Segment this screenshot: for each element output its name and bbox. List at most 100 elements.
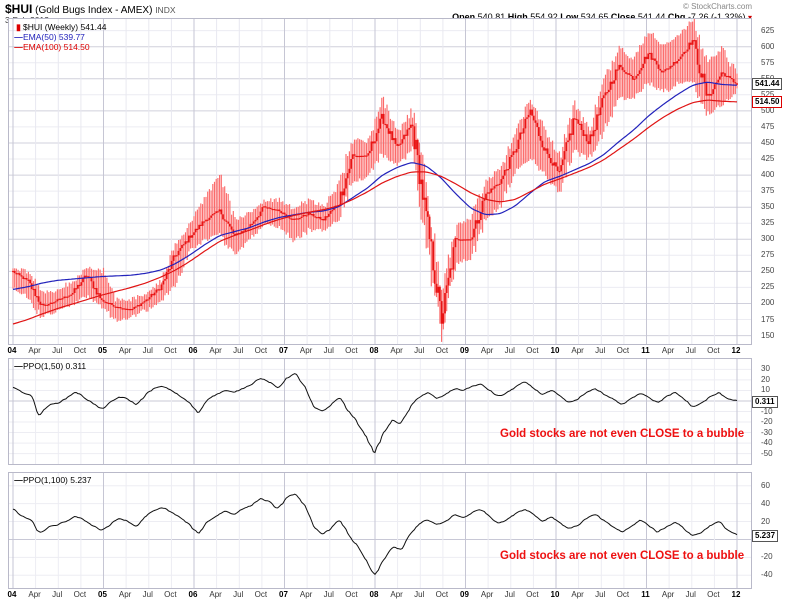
- y-tick-label: -20: [761, 552, 773, 562]
- x-tick-label: Jul: [323, 346, 334, 355]
- y-tick-label: 400: [761, 170, 775, 180]
- x-tick-label: 07: [279, 590, 288, 599]
- x-tick-label: Jul: [595, 346, 606, 355]
- x-tick-label: 05: [98, 346, 107, 355]
- x-tick-label: 04: [7, 346, 17, 355]
- x-tick-label: Apr: [390, 346, 403, 355]
- x-tick-label: Oct: [345, 590, 358, 599]
- y-tick-label: 150: [761, 330, 775, 340]
- open-value: 540.81: [477, 12, 506, 22]
- x-tick-label: 08: [369, 590, 379, 599]
- price-x-axis: 04 Apr Jul Oct 05 Apr Jul Oct 06 Apr Jul Oct 07 Apr Ju…: [8, 346, 752, 358]
- legend-price-text: $HUI (Weekly) 541.44: [23, 22, 107, 32]
- chg-label: Chg: [667, 12, 686, 22]
- chg-value: -7.26 (-1.32%): [687, 12, 746, 22]
- x-tick-label: Jul: [685, 346, 696, 355]
- x-tick-label: Apr: [299, 590, 313, 599]
- price-y-axis: 150 175 200 225 250 275 300 325 350 375 400 425 450 4…: [756, 18, 800, 345]
- x-tick-label: Apr: [209, 590, 222, 599]
- x-tick-label: 06: [188, 346, 198, 355]
- x-tick-label: Apr: [661, 590, 675, 599]
- low-label: Low: [560, 12, 579, 22]
- y-tick-label: 20: [761, 374, 770, 384]
- symbol-description: (Gold Bugs Index - AMEX): [35, 5, 153, 16]
- y-tick-label: 450: [761, 137, 775, 147]
- y-tick-label: 375: [761, 186, 775, 196]
- y-tick-label: 250: [761, 266, 775, 276]
- down-triangle-icon: ▾: [748, 13, 752, 22]
- y-tick-label: 200: [761, 298, 775, 308]
- y-tick-label: 475: [761, 121, 775, 131]
- ppo2-legend: —PPO(1,100) 5.237: [14, 475, 92, 485]
- y-tick-label: 300: [761, 234, 775, 244]
- ppo1-legend: —PPO(1,50) 0.311: [14, 361, 86, 371]
- ppo2-panel: [8, 472, 752, 589]
- ppo2-x-axis: 04 Apr Jul Oct 05 Apr Jul Oct 06 Apr Jul Oct 07 Apr Ju…: [8, 590, 752, 602]
- x-tick-label: Apr: [118, 590, 132, 599]
- annotation-ppo1: Gold stocks are not even CLOSE to a bubb…: [500, 428, 745, 440]
- x-tick-label: Jul: [142, 590, 153, 599]
- x-tick-label: Oct: [526, 590, 539, 599]
- symbol-index-tag: INDX: [155, 5, 176, 15]
- price-panel: [8, 18, 752, 345]
- x-tick-label: 11: [641, 590, 650, 599]
- x-tick-label: Oct: [254, 346, 268, 355]
- y-tick-label: -30: [761, 427, 773, 437]
- x-tick-label: Oct: [616, 590, 630, 599]
- y-tick-label: -40: [761, 438, 773, 448]
- y-tick-label: 225: [761, 282, 775, 292]
- x-tick-label: Oct: [73, 590, 87, 599]
- close-label: Close: [610, 12, 636, 22]
- y-tick-label: 275: [761, 250, 775, 260]
- ppo2-plot: [9, 473, 751, 588]
- x-tick-label: 09: [460, 590, 469, 599]
- price-legend: ▮ $HUI (Weekly) 541.44 —EMA(50) 539.77 —E…: [14, 22, 106, 52]
- y-tick-label: 10: [761, 385, 770, 395]
- x-tick-label: Oct: [707, 590, 720, 599]
- stockcharts-brand: © StockCharts.com: [682, 2, 752, 11]
- x-tick-label: Jul: [504, 346, 515, 355]
- ppo1-value-box: 0.311: [752, 395, 778, 408]
- x-tick-label: 07: [279, 346, 288, 355]
- x-tick-label: Oct: [526, 346, 539, 355]
- y-tick-label: 425: [761, 154, 775, 164]
- x-tick-label: Apr: [299, 346, 313, 355]
- y-tick-label: 625: [761, 25, 775, 35]
- x-tick-label: Apr: [118, 346, 132, 355]
- y-tick-label: -20: [761, 417, 773, 427]
- y-tick-label: 30: [761, 364, 770, 374]
- x-tick-label: 10: [550, 346, 560, 355]
- quote-bar: Open 540.81 High 554.92 Low 534.65 Close…: [452, 12, 752, 22]
- open-label: Open: [452, 12, 476, 22]
- x-tick-label: Jul: [685, 590, 696, 599]
- x-tick-label: Oct: [707, 346, 720, 355]
- legend-ppo1-text: PPO(1,50) 0.311: [23, 361, 87, 371]
- x-tick-label: Jul: [504, 590, 515, 599]
- x-tick-label: Jul: [233, 346, 244, 355]
- x-tick-label: Apr: [28, 346, 41, 355]
- x-tick-label: 11: [641, 346, 650, 355]
- ppo2-value-box: 5.237: [752, 529, 779, 542]
- low-value: 534.65: [580, 12, 609, 22]
- x-tick-label: Jul: [323, 590, 334, 599]
- x-tick-label: 04: [7, 590, 17, 599]
- y-tick-label: 525: [761, 89, 775, 99]
- x-tick-label: 09: [460, 346, 469, 355]
- high-label: High: [507, 12, 528, 22]
- x-tick-label: Jul: [142, 346, 153, 355]
- ppo1-y-axis: 3020100-10-20-30-40-50: [756, 358, 800, 465]
- y-tick-label: -40: [761, 570, 773, 580]
- legend-ppo2-text: PPO(1,100) 5.237: [23, 475, 92, 485]
- x-tick-label: Oct: [616, 346, 630, 355]
- ema100-swatch: —: [14, 42, 23, 52]
- annotation-ppo2: Gold stocks are not even CLOSE to a bubb…: [500, 550, 745, 562]
- ppo1-swatch: —: [14, 361, 23, 371]
- ohlc-swatch: ▮: [16, 22, 21, 32]
- x-tick-label: Apr: [480, 590, 494, 599]
- high-value: 554.92: [530, 12, 558, 22]
- price-plot: [9, 19, 751, 344]
- x-tick-label: Jul: [595, 590, 606, 599]
- x-tick-label: Apr: [571, 590, 584, 599]
- y-tick-label: 20: [761, 516, 770, 526]
